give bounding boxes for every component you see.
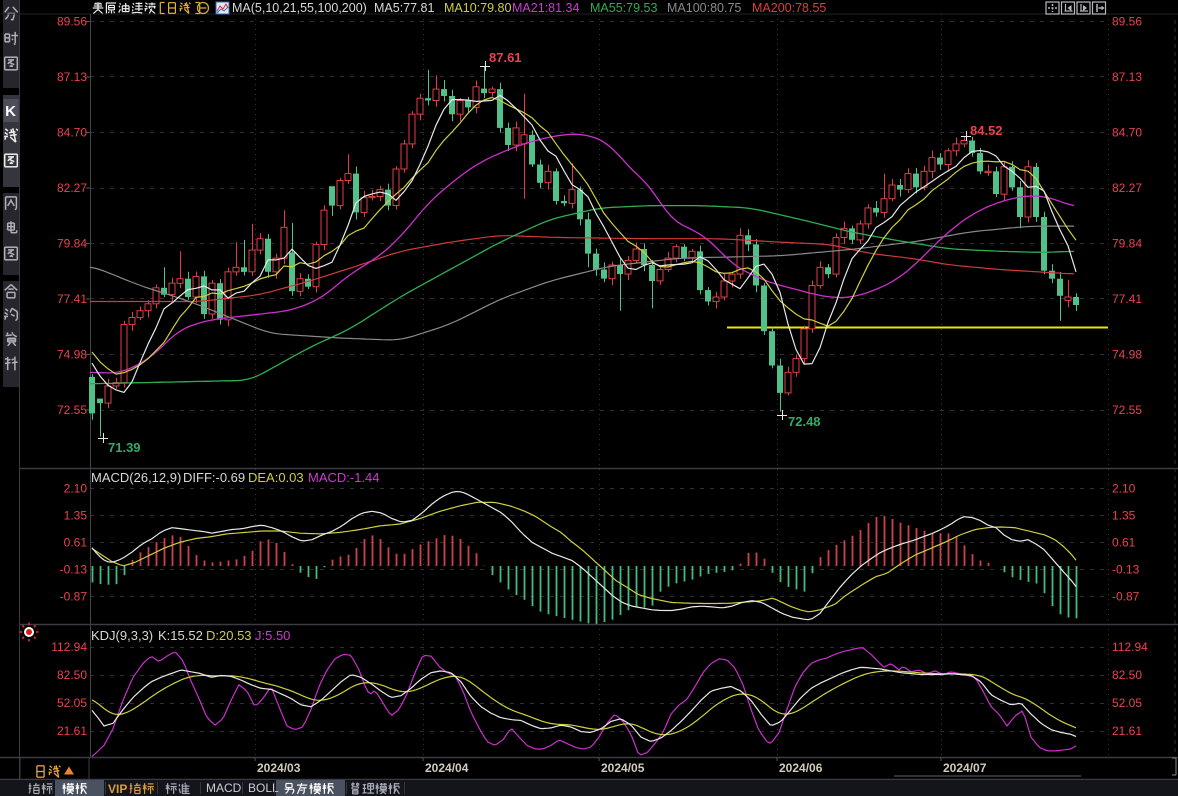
svg-text:MACD: MACD: [206, 781, 242, 795]
svg-text:89.56: 89.56: [57, 15, 87, 29]
svg-text:82.50: 82.50: [57, 668, 87, 682]
svg-text:82.50: 82.50: [1112, 668, 1142, 682]
svg-text:2024/06: 2024/06: [779, 761, 823, 775]
svg-text:2.10: 2.10: [64, 482, 88, 496]
svg-text:74.98: 74.98: [57, 348, 87, 362]
svg-text:D:20.53: D:20.53: [206, 628, 252, 643]
svg-text:-0.87: -0.87: [1112, 590, 1140, 604]
svg-text:74.98: 74.98: [1112, 348, 1142, 362]
svg-text:79.84: 79.84: [1112, 237, 1142, 251]
svg-text:-0.13: -0.13: [1112, 563, 1140, 577]
svg-text:2.10: 2.10: [1112, 482, 1136, 496]
svg-text:MA(5,10,21,55,100,200): MA(5,10,21,55,100,200): [232, 1, 367, 15]
svg-text:1.35: 1.35: [64, 509, 88, 523]
svg-text:MA5:77.81: MA5:77.81: [374, 1, 435, 15]
svg-text:71.39: 71.39: [108, 440, 141, 455]
svg-text:KDJ(9,3,3): KDJ(9,3,3): [91, 628, 153, 643]
svg-text:84.52: 84.52: [970, 123, 1003, 138]
svg-text:2024/07: 2024/07: [943, 761, 987, 775]
svg-text:87.13: 87.13: [57, 70, 87, 84]
svg-text:1.35: 1.35: [1112, 509, 1136, 523]
svg-text:84.70: 84.70: [57, 126, 87, 140]
svg-text:72.55: 72.55: [1112, 403, 1142, 417]
svg-text:82.27: 82.27: [1112, 181, 1142, 195]
svg-text:0.61: 0.61: [64, 536, 88, 550]
svg-text:0.61: 0.61: [1112, 536, 1136, 550]
svg-text:MA21:81.34: MA21:81.34: [512, 1, 579, 15]
svg-text:BOLL: BOLL: [248, 781, 279, 795]
svg-text:52.05: 52.05: [57, 696, 87, 710]
svg-text:MACD(26,12,9): MACD(26,12,9): [91, 470, 181, 485]
svg-text:89.56: 89.56: [1112, 15, 1142, 29]
svg-text:72.55: 72.55: [57, 403, 87, 417]
svg-text:112.94: 112.94: [51, 640, 87, 654]
svg-text:87.61: 87.61: [489, 50, 522, 65]
svg-text:K:15.52: K:15.52: [158, 628, 203, 643]
svg-text:112.94: 112.94: [1112, 640, 1148, 654]
svg-text:-0.87: -0.87: [60, 590, 88, 604]
svg-text:72.48: 72.48: [788, 414, 821, 429]
svg-text:MACD:-1.44: MACD:-1.44: [308, 470, 380, 485]
svg-text:52.05: 52.05: [1112, 696, 1142, 710]
svg-text:MA200:78.55: MA200:78.55: [752, 1, 826, 15]
svg-text:77.41: 77.41: [57, 292, 87, 306]
svg-text:77.41: 77.41: [1112, 292, 1142, 306]
svg-text:82.27: 82.27: [57, 181, 87, 195]
svg-text:79.84: 79.84: [57, 237, 87, 251]
svg-text:84.70: 84.70: [1112, 126, 1142, 140]
svg-text:87.13: 87.13: [1112, 70, 1142, 84]
svg-text:2024/04: 2024/04: [425, 761, 469, 775]
svg-text:J:5.50: J:5.50: [255, 628, 290, 643]
svg-text:MA100:80.75: MA100:80.75: [667, 1, 741, 15]
svg-text:VIP: VIP: [108, 782, 127, 796]
svg-text:K: K: [5, 103, 16, 120]
svg-text:21.61: 21.61: [57, 724, 87, 738]
svg-text:DIFF:-0.69: DIFF:-0.69: [183, 470, 245, 485]
svg-text:MA55:79.53: MA55:79.53: [590, 1, 657, 15]
svg-text:DEA:0.03: DEA:0.03: [248, 470, 304, 485]
svg-text:21.61: 21.61: [1112, 724, 1142, 738]
svg-text:2024/05: 2024/05: [601, 761, 645, 775]
svg-text:-0.13: -0.13: [60, 563, 88, 577]
svg-text:2024/03: 2024/03: [257, 761, 301, 775]
svg-text:MA10:79.80: MA10:79.80: [444, 1, 511, 15]
